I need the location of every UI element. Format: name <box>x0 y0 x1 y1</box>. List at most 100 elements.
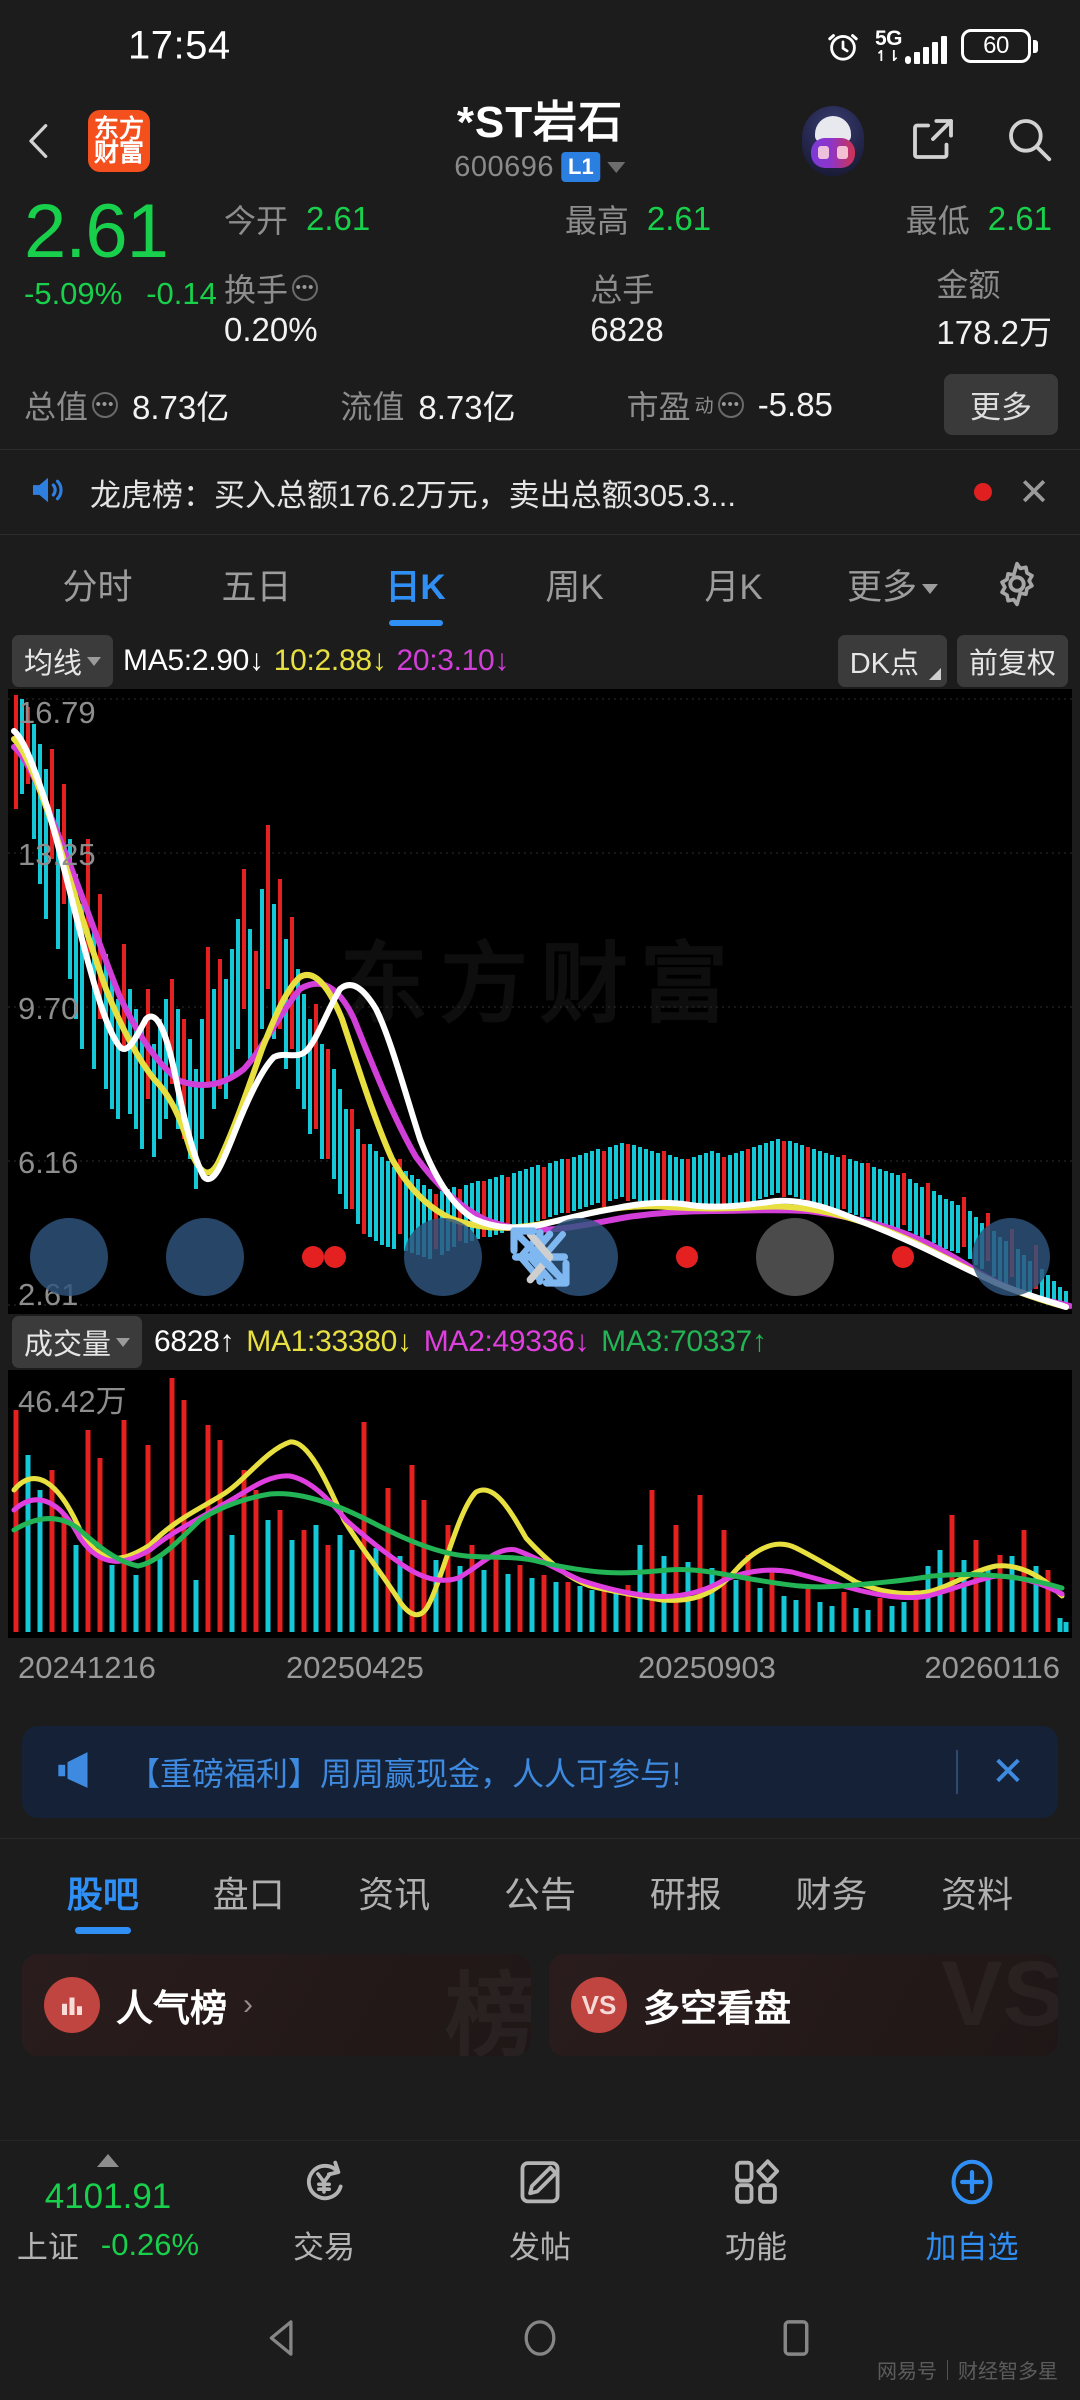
x-axis-tick-4: 20260116 <box>924 1650 1060 1685</box>
source-watermark: 网易号 财经智多星 <box>877 2355 1058 2384</box>
tab-ziliao[interactable]: 资料 <box>941 1873 1014 1915</box>
indicator-selector-chip[interactable]: 均线 <box>12 635 114 687</box>
alarm-clock-icon <box>825 28 861 64</box>
speaker-icon <box>26 469 68 516</box>
close-icon[interactable]: ✕ <box>991 1750 1025 1794</box>
chevron-down-icon <box>116 1337 131 1347</box>
nav-functions[interactable]: 功能 <box>648 2155 864 2267</box>
info-icon[interactable]: ••• <box>92 391 119 418</box>
stock-name: *ST岩石 <box>456 98 624 147</box>
quote-stats-grid: 今开 2.61 最高 2.61 最低 2.61 换手 ••• 0.20% 总手 6… <box>224 196 1058 354</box>
network-type-label: 5G <box>874 27 903 50</box>
volume-value: 6828 <box>590 311 664 348</box>
chevron-down-icon <box>87 656 102 666</box>
low-label: 最低 <box>905 203 970 239</box>
rank-chart-icon <box>44 1977 100 2033</box>
nav-add-watchlist[interactable]: 加自选 <box>864 2155 1080 2267</box>
android-recents-icon[interactable] <box>773 2315 819 2366</box>
info-icon[interactable]: ••• <box>717 391 744 418</box>
vs-icon: VS <box>571 1977 627 2033</box>
tab-yuek[interactable]: 月K <box>704 567 763 607</box>
dk-point-button[interactable]: DK点 <box>837 635 947 687</box>
announcement-bar[interactable]: 龙虎榜：买入总额176.2万元，卖出总额305.3... ✕ <box>0 449 1080 535</box>
triangle-up-icon <box>97 2154 119 2167</box>
pe-superscript: 动 <box>694 396 714 417</box>
nav-trade[interactable]: 交易 <box>216 2155 432 2267</box>
popularity-rank-card[interactable]: 榜 人气榜 › <box>22 1954 531 2056</box>
high-label: 最高 <box>564 203 629 239</box>
tab-fenshi[interactable]: 分时 <box>62 567 133 607</box>
header-actions <box>802 106 1056 176</box>
chevron-down-icon[interactable] <box>607 161 626 173</box>
volume-ma1: MA1:33380↓ <box>246 1325 412 1358</box>
chevron-down-icon <box>922 584 938 595</box>
logo-line-1: 东方 <box>93 114 144 144</box>
vol-ma3-line <box>11 1491 1065 1591</box>
plus-icon[interactable] <box>404 1218 568 1296</box>
battery-level: 60 <box>983 32 1009 59</box>
floatcap-label: 流值 <box>340 388 405 425</box>
nav-label: 加自选 <box>925 2229 1019 2265</box>
bottom-nav-bar: 4101.91 上证 -0.26% 交易 发帖 功能 <box>0 2140 1080 2280</box>
battery-icon: 60 <box>961 29 1038 63</box>
x-axis-tick-3: 20250903 <box>638 1650 776 1685</box>
level-badge[interactable]: L1 <box>561 152 601 182</box>
tab-zixun[interactable]: 资讯 <box>358 1873 431 1915</box>
tab-zhouk[interactable]: 周K <box>545 567 604 607</box>
robot-assistant-icon[interactable] <box>802 106 864 176</box>
eastmoney-logo[interactable]: 东方 财富 <box>88 110 150 172</box>
change-absolute: -0.14 <box>146 276 217 312</box>
volume-chart[interactable]: 46.42万 <box>8 1370 1072 1638</box>
promo-banner[interactable]: 【重磅福利】周周赢现金，人人可参与! ✕ <box>22 1726 1058 1818</box>
search-icon[interactable] <box>1002 112 1056 171</box>
expand-icon[interactable] <box>510 1218 1050 1296</box>
volume-selector-chip[interactable]: 成交量 <box>12 1316 143 1368</box>
tab-yanbao[interactable]: 研报 <box>649 1873 722 1915</box>
tab-more[interactable]: 更多 <box>813 549 972 620</box>
ma-indicator-bar: 均线 MA5:2.90↓ 10:2.88↓ 20:3.10↓ DK点 前复权 <box>0 633 1080 689</box>
nav-label: 发帖 <box>509 2229 571 2265</box>
divider <box>956 1750 958 1794</box>
chevron-right-icon[interactable] <box>526 1218 834 1296</box>
mktcap-value: 8.73亿 <box>132 388 230 426</box>
nav-post[interactable]: 发帖 <box>432 2155 648 2267</box>
bull-bear-card[interactable]: VS VS 多空看盘 <box>549 1954 1058 2056</box>
gear-icon[interactable] <box>972 558 1062 610</box>
more-button[interactable]: 更多 <box>943 374 1058 435</box>
divider <box>947 2359 948 2380</box>
nav-label: 功能 <box>725 2229 787 2265</box>
tab-caiwu[interactable]: 财务 <box>795 1873 868 1915</box>
tab-rik[interactable]: 日K <box>336 549 495 620</box>
info-icon[interactable]: ••• <box>292 275 319 301</box>
android-home-icon[interactable] <box>517 2315 563 2366</box>
main-price-block: 2.61 -5.09% -0.14 <box>24 193 224 312</box>
tab-pankou[interactable]: 盘口 <box>212 1873 285 1915</box>
tab-wuri[interactable]: 五日 <box>221 567 292 607</box>
vol-ma1-line <box>11 1439 1065 1618</box>
compose-icon <box>513 2155 567 2214</box>
android-back-icon[interactable] <box>261 2315 307 2366</box>
app-header: 东方 财富 *ST岩石 600696 L1 <box>0 92 1080 190</box>
marker-dot-icon <box>302 1246 324 1268</box>
page-title[interactable]: *ST岩石 600696 L1 <box>454 98 626 184</box>
status-time: 17:54 <box>128 23 231 68</box>
unread-dot-icon <box>974 483 992 501</box>
back-chevron-icon[interactable] <box>16 118 62 164</box>
quote-stats-row3: 总值 ••• 8.73亿 流值 8.73亿 市盈动 ••• -5.85 更多 <box>24 374 1058 435</box>
tab-gonggao[interactable]: 公告 <box>504 1873 577 1915</box>
tab-guba[interactable]: 股吧 <box>30 1854 176 1930</box>
candlestick-chart[interactable]: 东方财富 <box>8 689 1072 1314</box>
feature-cards: 榜 人气榜 › VS VS 多空看盘 <box>0 1944 1080 2056</box>
card-title: 人气榜 <box>116 1988 227 2029</box>
chevron-right-icon: › <box>243 1988 253 2021</box>
promo-banner-wrap: 【重磅福利】周周赢现金，人人可参与! ✕ <box>0 1704 1080 1838</box>
marker-dot-icon <box>892 1246 914 1268</box>
chart-controls <box>8 1218 1072 1296</box>
index-summary[interactable]: 4101.91 上证 -0.26% <box>0 2154 216 2267</box>
x-axis-tick-1: 20241216 <box>18 1650 156 1685</box>
volume-current: 6828↑ <box>154 1325 235 1358</box>
share-icon[interactable] <box>906 112 960 171</box>
close-icon[interactable]: ✕ <box>1018 471 1050 514</box>
adjust-type-button[interactable]: 前复权 <box>956 635 1068 687</box>
